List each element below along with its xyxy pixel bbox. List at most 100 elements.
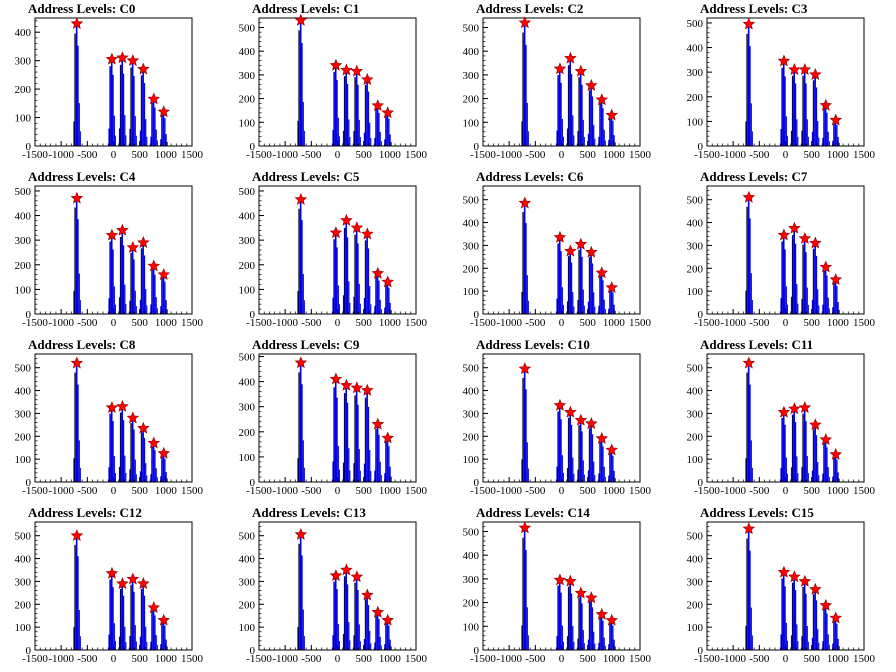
x-tick-label: -1500 [22,653,48,665]
histogram-bar [813,80,815,146]
histogram-bar [378,619,380,650]
chart-title: Address Levels: C1 [252,1,359,16]
histogram-bar [566,301,569,314]
histogram-bar [806,287,808,314]
x-tick-label: -1000 [272,149,298,161]
histogram-bar [822,137,824,146]
histogram-bar [112,587,114,650]
histogram-bar [784,586,786,650]
y-tick-label: 200 [15,260,32,272]
histogram-bar [120,64,122,146]
peak-marker [777,565,791,578]
histogram-bar [347,83,349,146]
peak-marker [70,529,84,542]
x-tick-label: 1000 [379,485,402,497]
histogram-bar [108,634,111,650]
histogram-bar [118,636,121,650]
histogram-bar [594,306,596,314]
x-tick-label: 500 [579,317,596,329]
histogram-bar [367,605,370,650]
histogram-bar [815,435,818,482]
histogram-bar [74,544,76,650]
peak-marker [70,191,84,204]
histogram-bar [109,241,111,314]
histogram-bar [579,244,582,314]
histogram-bar [802,586,804,650]
histogram-bar [374,137,376,146]
histogram-bar [74,372,76,482]
y-tick-label: 200 [687,599,704,611]
histogram-bar [375,108,377,146]
histogram-bar [143,255,146,314]
histogram-bar [77,556,79,650]
histogram-bar [805,593,807,650]
histogram-bar [578,597,580,650]
histogram-bar [521,291,523,314]
histogram-bar [827,634,829,650]
histogram-bar [375,428,377,482]
histogram-bar [582,119,584,146]
peak-marker [126,240,140,253]
peak-marker [340,63,353,76]
histogram-bar [828,644,830,650]
histogram-bar [826,613,828,650]
histogram-bar [786,135,788,146]
histogram-bar [162,453,165,482]
peak-marker [381,613,395,626]
histogram-bar [614,478,616,482]
histogram-bar [612,120,614,146]
histogram-bar [594,643,596,650]
peak-marker [585,245,598,258]
histogram-bar [523,22,526,147]
x-tick-label: 1000 [379,149,402,161]
histogram-bar [785,457,787,482]
histogram-bar [807,136,809,146]
peak-marker [70,17,84,30]
peak-marker [574,237,588,250]
histogram-bar [603,299,605,314]
y-tick-label: 400 [239,211,256,223]
histogram-bar [561,287,563,314]
y-tick-label: 300 [15,408,32,420]
histogram-bar [745,625,747,650]
histogram-bar [355,387,358,482]
x-tick-label: 1500 [181,653,204,665]
histogram-bar [384,644,386,650]
histogram-bar [332,129,335,146]
peak-marker [798,574,812,587]
histogram-bar [358,624,360,650]
x-tick-label: 1500 [629,653,652,665]
chart-svg-5: Address Levels: C50100200300400500-1500-… [239,169,428,329]
histogram-bar [301,220,303,314]
y-tick-label: 0 [698,477,704,489]
x-tick-label: -500 [749,485,770,497]
histogram-bar [359,641,361,650]
chart-svg-0: Address Levels: C0 0 100 200 300 400 -1500 -100… [15,1,204,161]
y-tick-label: 500 [463,22,480,34]
peak-marker [553,398,567,411]
histogram-bar [793,69,795,146]
histogram-bar [827,297,829,314]
histogram-bar [380,645,382,650]
histogram-bar [124,284,126,314]
histogram-bar [347,402,349,482]
y-tick-label: 500 [239,186,256,198]
chart-title: Address Levels: C6 [476,169,584,184]
histogram-bar [338,469,340,482]
chart-svg-1: Address Levels: C10100200300400500-1500-… [239,1,428,161]
histogram-bar [750,273,752,314]
histogram-bar [557,411,559,482]
histogram-bar [141,75,143,146]
histogram-bar [301,555,303,650]
histogram-bar [365,240,367,314]
histogram-bar [572,625,574,650]
histogram-bar [389,466,391,482]
histogram-bar [600,438,603,482]
histogram-bar [571,593,573,650]
y-tick-label: 400 [463,46,480,58]
chart-title: Address Levels: C3 [700,1,808,16]
histogram-bar [160,306,162,314]
peak-marker [777,405,791,418]
y-tick-label: 500 [239,531,256,543]
histogram-bar [782,572,785,650]
